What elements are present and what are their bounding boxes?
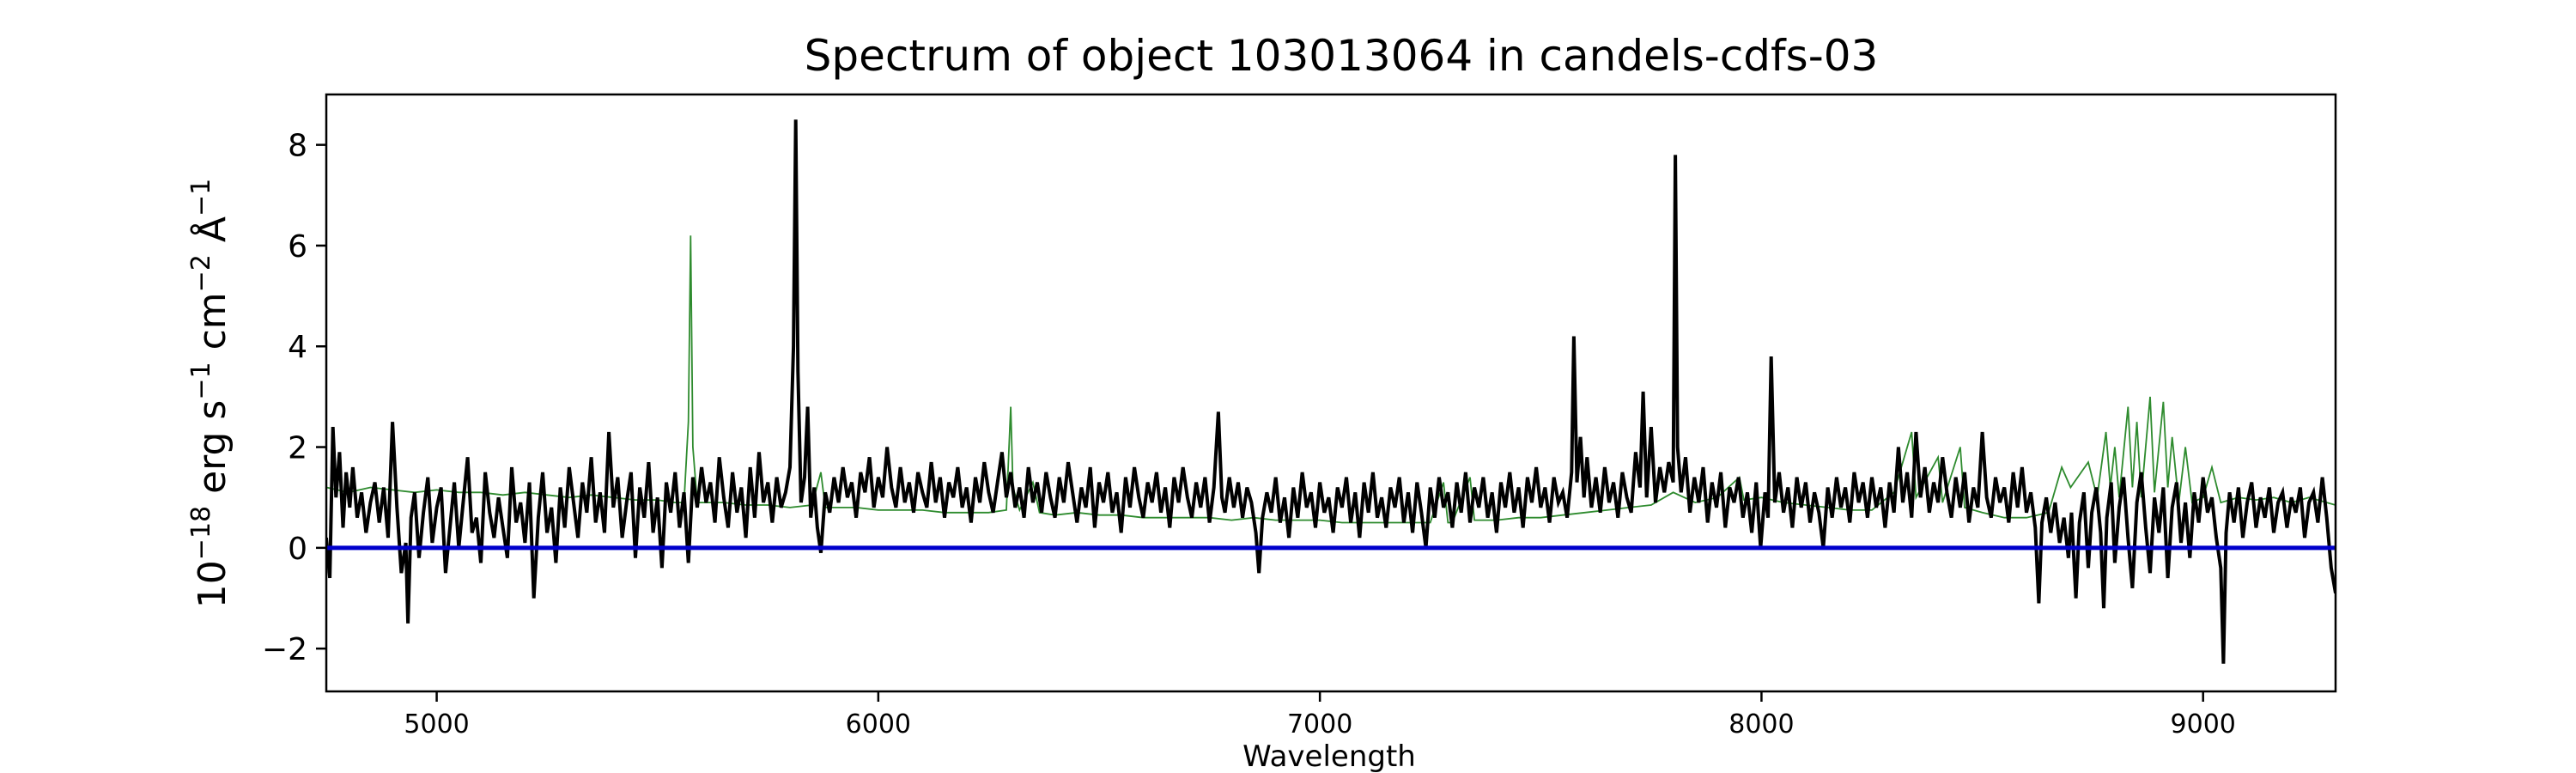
y-tick-label: 8 <box>288 129 307 164</box>
y-tick-label: 6 <box>288 229 307 265</box>
y-tick-label: −2 <box>262 632 307 667</box>
plot-frame <box>325 93 2337 693</box>
x-tick-label: 6000 <box>846 709 911 740</box>
ylabel-exp1: −1 <box>186 362 216 399</box>
ylabel-base: 10 <box>191 560 234 608</box>
ylabel-exp3: −1 <box>186 179 216 216</box>
ylabel-unit3: Å <box>189 216 234 254</box>
y-axis-ticks: −2 0 2 4 6 8 <box>262 129 326 667</box>
sky-error-series-line <box>326 235 2336 524</box>
y-tick-label: 4 <box>288 330 307 365</box>
x-axis-label: Wavelength <box>1242 740 1416 773</box>
x-tick-label: 7000 <box>1287 709 1352 740</box>
flux-series-line <box>326 119 2336 664</box>
x-tick-label: 5000 <box>404 709 469 740</box>
x-tick-label: 9000 <box>2171 709 2236 740</box>
y-axis-label: 10−18 erg s−1 cm−2 Å−1 <box>186 179 234 608</box>
ylabel-unit2: cm <box>191 292 234 362</box>
chart-title: Spectrum of object 103013064 in candels-… <box>805 31 1879 81</box>
x-axis-ticks: 5000 6000 7000 8000 9000 <box>404 691 2236 740</box>
x-tick-label: 8000 <box>1728 709 1794 740</box>
ylabel-unit1: erg s <box>191 400 234 506</box>
ylabel-exp-main: −18 <box>186 506 216 560</box>
y-tick-label: 0 <box>288 532 307 567</box>
ylabel-exp2: −2 <box>186 254 216 292</box>
y-tick-label: 2 <box>288 431 307 466</box>
